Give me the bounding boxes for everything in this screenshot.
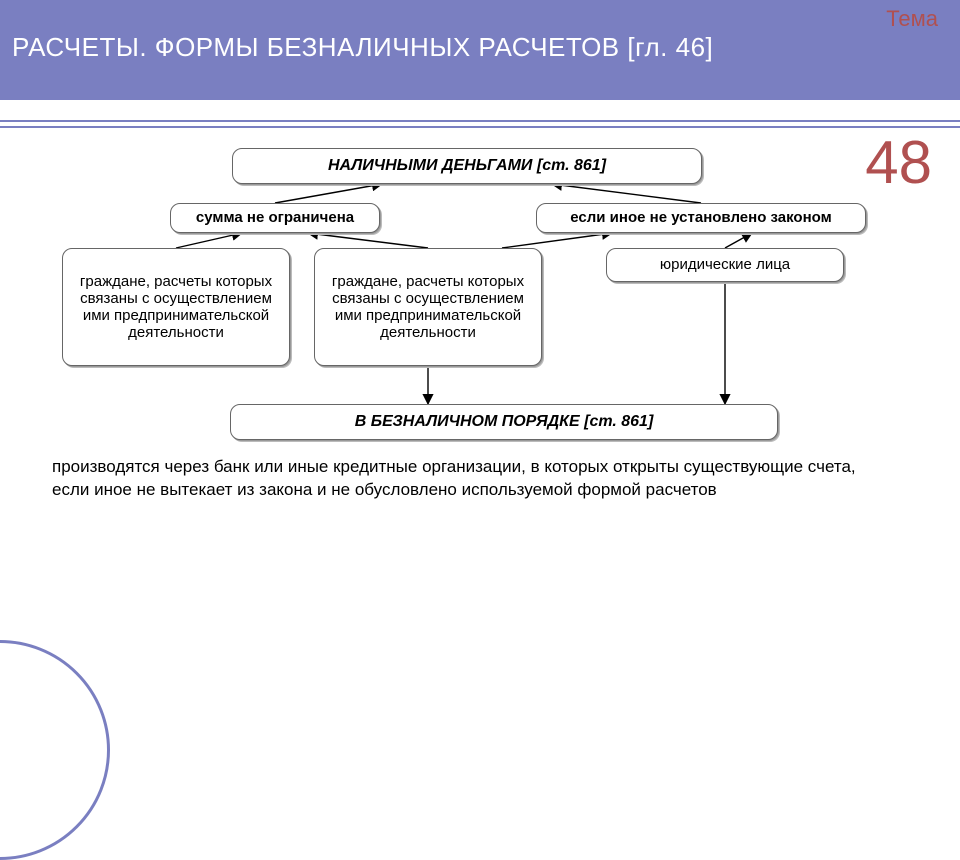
edge-n_legal-n_law	[725, 233, 752, 248]
flowchart-diagram: НАЛИЧНЫМИ ДЕНЬГАМИ [ст. 861] сумма не огр…	[52, 148, 908, 648]
edge-n_cit2-n_law	[502, 233, 612, 248]
divider-line-2	[0, 126, 960, 128]
node-n_cit1: граждане, расчеты которых связаны с осущ…	[62, 248, 290, 366]
topic-label: Тема	[886, 6, 938, 32]
header-band: РАСЧЕТЫ. ФОРМЫ БЕЗНАЛИЧНЫХ РАСЧЕТОВ [гл.…	[0, 0, 960, 100]
edge-n_cit1-n_sum	[176, 233, 242, 248]
divider-line-1	[0, 120, 960, 122]
page-title: РАСЧЕТЫ. ФОРМЫ БЕЗНАЛИЧНЫХ РАСЧЕТОВ [гл.…	[12, 32, 713, 63]
node-n_cit2: граждане, расчеты которых связаны с осущ…	[314, 248, 542, 366]
node-n_sum: сумма не ограничена	[170, 203, 380, 233]
node-n_legal: юридические лица	[606, 248, 844, 282]
node-n_noncash: В БЕЗНАЛИЧНОМ ПОРЯДКЕ [ст. 861]	[230, 404, 778, 440]
edge-n_cit2-n_sum	[308, 233, 428, 248]
node-n_law: если иное не установлено законом	[536, 203, 866, 233]
edge-n_sum-n_cash	[275, 184, 382, 203]
footer-paragraph: производятся через банк или иные кредитн…	[52, 456, 862, 502]
corner-decoration	[0, 640, 110, 860]
edge-n_law-n_cash	[552, 184, 701, 203]
node-n_cash: НАЛИЧНЫМИ ДЕНЬГАМИ [ст. 861]	[232, 148, 702, 184]
